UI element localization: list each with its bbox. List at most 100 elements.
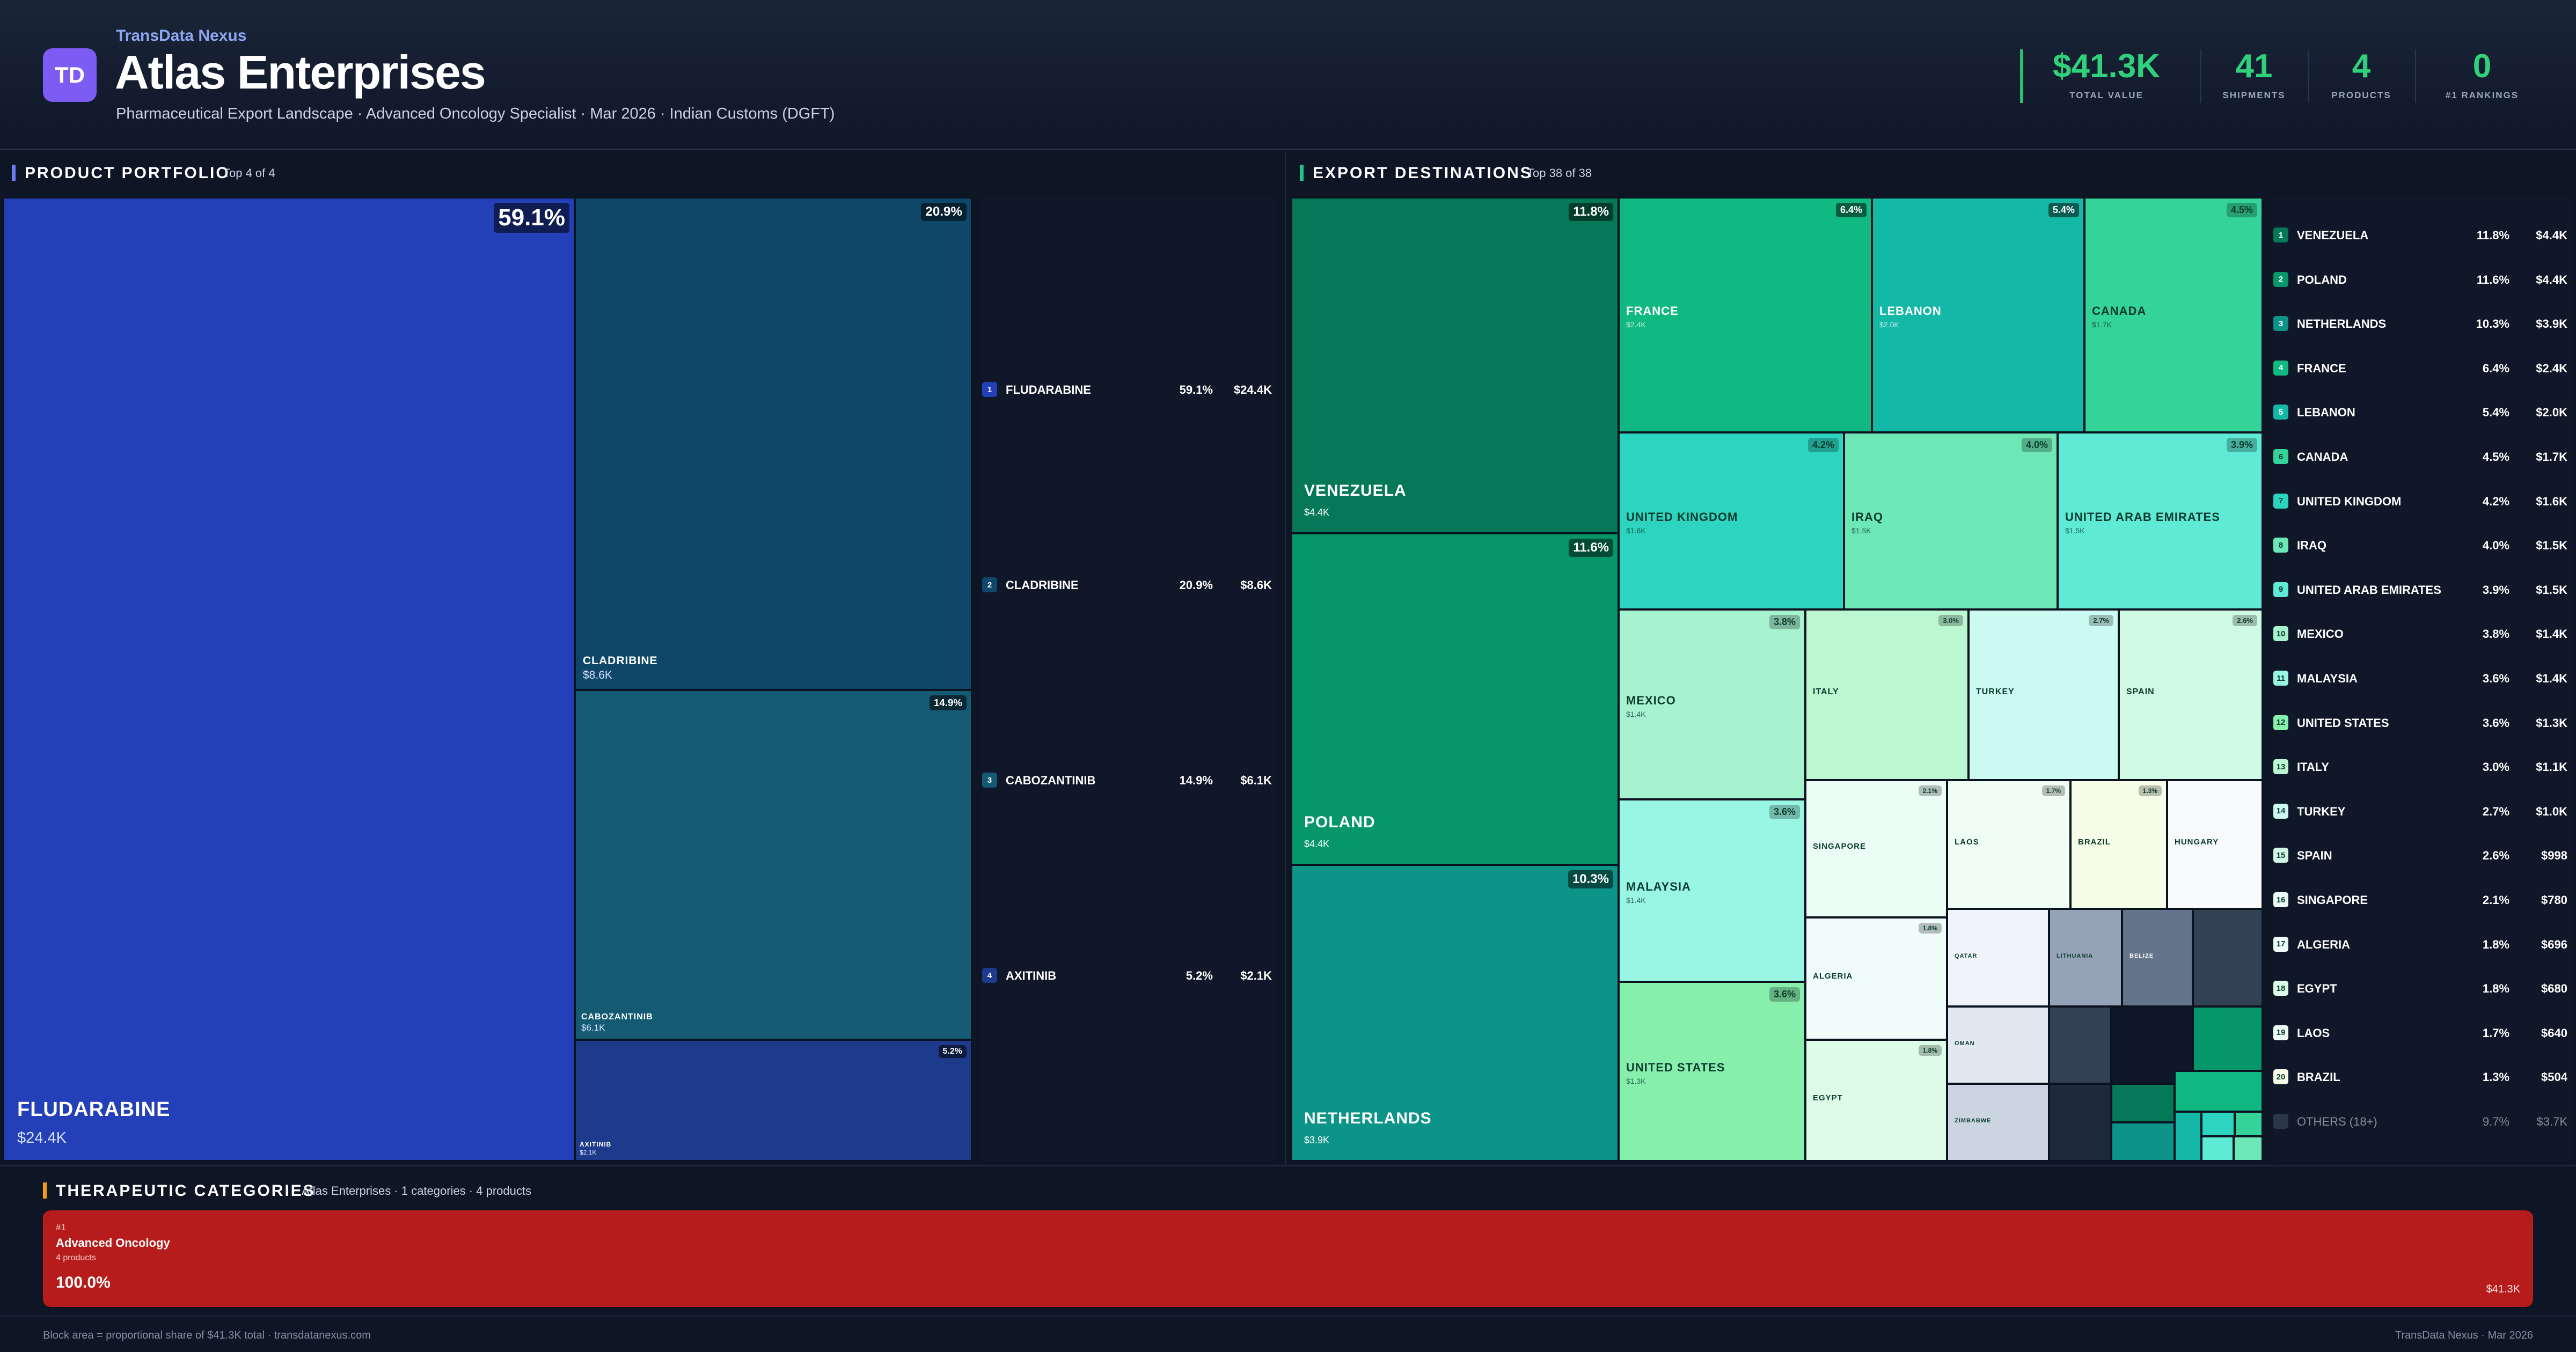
destination-cell-minor[interactable]: [2193, 909, 2263, 1006]
destination-cell-singapore[interactable]: 2.1% SINGAPORE: [1805, 780, 1947, 917]
destination-name: FRANCE: [1626, 304, 1679, 318]
destination-legend-item-lebanon[interactable]: 5 LEBANON 5.4% $2.0K: [2273, 401, 2571, 423]
legend-rank-swatch: [2273, 1114, 2288, 1129]
legend-name: CABOZANTINIB: [1006, 774, 1096, 787]
destination-cell-zimbabwe[interactable]: ZIMBABWE: [1947, 1084, 2049, 1161]
destination-cell-laos[interactable]: 1.7% LAOS: [1947, 780, 2070, 909]
destination-cell-minor[interactable]: [2111, 1084, 2175, 1122]
legend-percent: 20.9%: [1179, 578, 1213, 592]
legend-rank: 14: [2273, 803, 2288, 819]
destination-cell-minor[interactable]: [2175, 1071, 2263, 1112]
destination-cell-egypt[interactable]: 1.8% EGYPT: [1805, 1040, 1947, 1161]
destination-legend-item-spain[interactable]: 15 SPAIN 2.6% $998: [2273, 844, 2571, 866]
legend-percent: 4.5%: [2482, 450, 2509, 464]
legend-name: OTHERS (18+): [2297, 1115, 2377, 1128]
product-cell-cabozantinib[interactable]: 14.9% CABOZANTINIB $6.1K: [575, 690, 972, 1040]
destination-cell-minor[interactable]: [2111, 1006, 2193, 1084]
destination-cell-hungary[interactable]: HUNGARY: [2167, 780, 2263, 909]
destination-legend-item-united-arab-emirates[interactable]: 9 UNITED ARAB EMIRATES 3.9% $1.5K: [2273, 579, 2571, 600]
destination-cell-canada[interactable]: 4.5% CANADA $1.7K: [2084, 197, 2263, 432]
destination-legend-item-venezuela[interactable]: 1 VENEZUELA 11.8% $4.4K: [2273, 224, 2571, 246]
destination-cell-lebanon[interactable]: 5.4% LEBANON $2.0K: [1872, 197, 2084, 432]
legend-name: SINGAPORE: [2297, 893, 2368, 907]
legend-rank: 12: [2273, 715, 2288, 730]
destination-cell-spain[interactable]: 2.6% SPAIN: [2119, 609, 2263, 780]
destination-cell-italy[interactable]: 3.0% ITALY: [1805, 609, 1968, 780]
product-legend-item-cladribine[interactable]: 2 CLADRIBINE 20.9% $8.6K: [982, 574, 1272, 596]
category-block-advanced-oncology[interactable]: #1 Advanced Oncology 4 products 100.0% $…: [43, 1210, 2533, 1307]
destination-cell-minor[interactable]: [2201, 1136, 2234, 1161]
product-cell-fludarabine[interactable]: 59.1% FLUDARABINE $24.4K: [3, 197, 575, 1161]
destination-legend-item-brazil[interactable]: 20 BRAZIL 1.3% $504: [2273, 1066, 2571, 1088]
destination-legend-item-iraq[interactable]: 8 IRAQ 4.0% $1.5K: [2273, 534, 2571, 556]
destination-legend-item-algeria[interactable]: 17 ALGERIA 1.8% $696: [2273, 934, 2571, 955]
destination-legend-item-italy[interactable]: 13 ITALY 3.0% $1.1K: [2273, 756, 2571, 777]
destination-legend-item-netherlands[interactable]: 3 NETHERLANDS 10.3% $3.9K: [2273, 313, 2571, 334]
destination-cell-brazil[interactable]: 1.3% BRAZIL: [2070, 780, 2167, 909]
destination-legend-item-singapore[interactable]: 16 SINGAPORE 2.1% $780: [2273, 889, 2571, 910]
destination-cell-lithuania[interactable]: LITHUANIA: [2049, 909, 2122, 1006]
legend-value: $680: [2541, 982, 2567, 996]
legend-rank: 16: [2273, 892, 2288, 907]
destination-legend-item-united-states[interactable]: 12 UNITED STATES 3.6% $1.3K: [2273, 712, 2571, 733]
legend-percent: 9.7%: [2482, 1115, 2509, 1128]
destination-legend-item-france[interactable]: 4 FRANCE 6.4% $2.4K: [2273, 357, 2571, 379]
destination-cell-qatar[interactable]: QATAR: [1947, 909, 2049, 1006]
destination-cell-minor[interactable]: [2111, 1122, 2175, 1161]
destination-cell-united-arab-emirates[interactable]: 3.9% UNITED ARAB EMIRATES $1.5K: [2058, 432, 2263, 609]
destination-cell-france[interactable]: 6.4% FRANCE $2.4K: [1619, 197, 1872, 432]
destination-cell-united-states[interactable]: 3.6% UNITED STATES $1.3K: [1619, 982, 1805, 1161]
destination-cell-iraq[interactable]: 4.0% IRAQ $1.5K: [1844, 432, 2058, 609]
destination-cell-netherlands[interactable]: 10.3% NETHERLANDS $3.9K: [1291, 865, 1619, 1161]
destination-legend-item-egypt[interactable]: 18 EGYPT 1.8% $680: [2273, 978, 2571, 999]
destination-cell-minor[interactable]: [2201, 1112, 2235, 1136]
destination-name: CANADA: [2092, 304, 2147, 318]
share-badge: 20.9%: [921, 203, 967, 221]
legend-value: $8.6K: [1240, 578, 1272, 592]
destination-legend-item-turkey[interactable]: 14 TURKEY 2.7% $1.0K: [2273, 800, 2571, 822]
legend-percent: 5.2%: [1185, 969, 1213, 982]
destination-cell-mexico[interactable]: 3.8% MEXICO $1.4K: [1619, 609, 1805, 799]
destination-cell-venezuela[interactable]: 11.8% VENEZUELA $4.4K: [1291, 197, 1619, 533]
legend-rank: 1: [982, 382, 997, 397]
legend-rank: 1: [2273, 227, 2288, 243]
destination-cell-minor[interactable]: [2049, 1084, 2111, 1161]
destination-legend-item-poland[interactable]: 2 POLAND 11.6% $4.4K: [2273, 269, 2571, 290]
destination-cell-oman[interactable]: OMAN: [1947, 1006, 2049, 1084]
destination-legend-item-others[interactable]: OTHERS (18+) 9.7% $3.7K: [2273, 1111, 2571, 1132]
brand-name: TransData Nexus: [116, 27, 247, 45]
destination-cell-algeria[interactable]: 1.8% ALGERIA: [1805, 917, 1947, 1040]
share-badge: 4.2%: [1807, 438, 1839, 452]
legend-name: SPAIN: [2297, 849, 2332, 863]
destination-cell-minor[interactable]: [2175, 1112, 2201, 1161]
destination-cell-minor[interactable]: [2193, 1006, 2263, 1071]
destination-cell-minor[interactable]: [2235, 1112, 2263, 1136]
product-cell-cladribine[interactable]: 20.9% CLADRIBINE $8.6K: [575, 197, 972, 690]
logo: TD: [43, 48, 97, 102]
product-legend-item-fludarabine[interactable]: 1 FLUDARABINE 59.1% $24.4K: [982, 379, 1272, 400]
product-legend: 1 FLUDARABINE 59.1% $24.4K 2 CLADRIBINE 20.9% $…: [982, 197, 1277, 1161]
destination-cell-minor[interactable]: [2049, 1006, 2111, 1084]
product-cell-axitinib[interactable]: 5.2% AXITINIB $2.1K: [575, 1040, 972, 1161]
destination-cell-turkey[interactable]: 2.7% TURKEY: [1968, 609, 2119, 780]
share-badge: 1.8%: [1918, 1045, 1942, 1056]
destination-cell-malaysia[interactable]: 3.6% MALAYSIA $1.4K: [1619, 799, 1805, 982]
legend-rank: 3: [982, 773, 997, 788]
destination-legend: 1 VENEZUELA 11.8% $4.4K 2 POLAND 11.6% $4.4K 3 NE…: [2273, 197, 2571, 1161]
product-legend-item-cabozantinib[interactable]: 3 CABOZANTINIB 14.9% $6.1K: [982, 769, 1272, 791]
legend-name: FRANCE: [2297, 361, 2346, 375]
destination-legend-item-mexico[interactable]: 10 MEXICO 3.8% $1.4K: [2273, 623, 2571, 644]
product-legend-item-axitinib[interactable]: 4 AXITINIB 5.2% $2.1K: [982, 965, 1272, 986]
destination-legend-item-united-kingdom[interactable]: 7 UNITED KINGDOM 4.2% $1.6K: [2273, 490, 2571, 512]
destination-cell-poland[interactable]: 11.6% POLAND $4.4K: [1291, 533, 1619, 865]
destination-value: $2.4K: [1626, 320, 1646, 329]
destination-cell-minor[interactable]: [2234, 1136, 2263, 1161]
destination-cell-united-kingdom[interactable]: 4.2% UNITED KINGDOM $1.6K: [1619, 432, 1844, 609]
share-badge: 4.5%: [2226, 203, 2257, 217]
destination-legend-item-canada[interactable]: 6 CANADA 4.5% $1.7K: [2273, 446, 2571, 467]
share-badge: 11.6%: [1569, 539, 1613, 557]
destination-name: SINGAPORE: [1813, 842, 1867, 851]
destination-cell-belize[interactable]: BELIZE: [2122, 909, 2193, 1006]
destination-legend-item-laos[interactable]: 19 LAOS 1.7% $640: [2273, 1022, 2571, 1044]
destination-legend-item-malaysia[interactable]: 11 MALAYSIA 3.6% $1.4K: [2273, 667, 2571, 689]
